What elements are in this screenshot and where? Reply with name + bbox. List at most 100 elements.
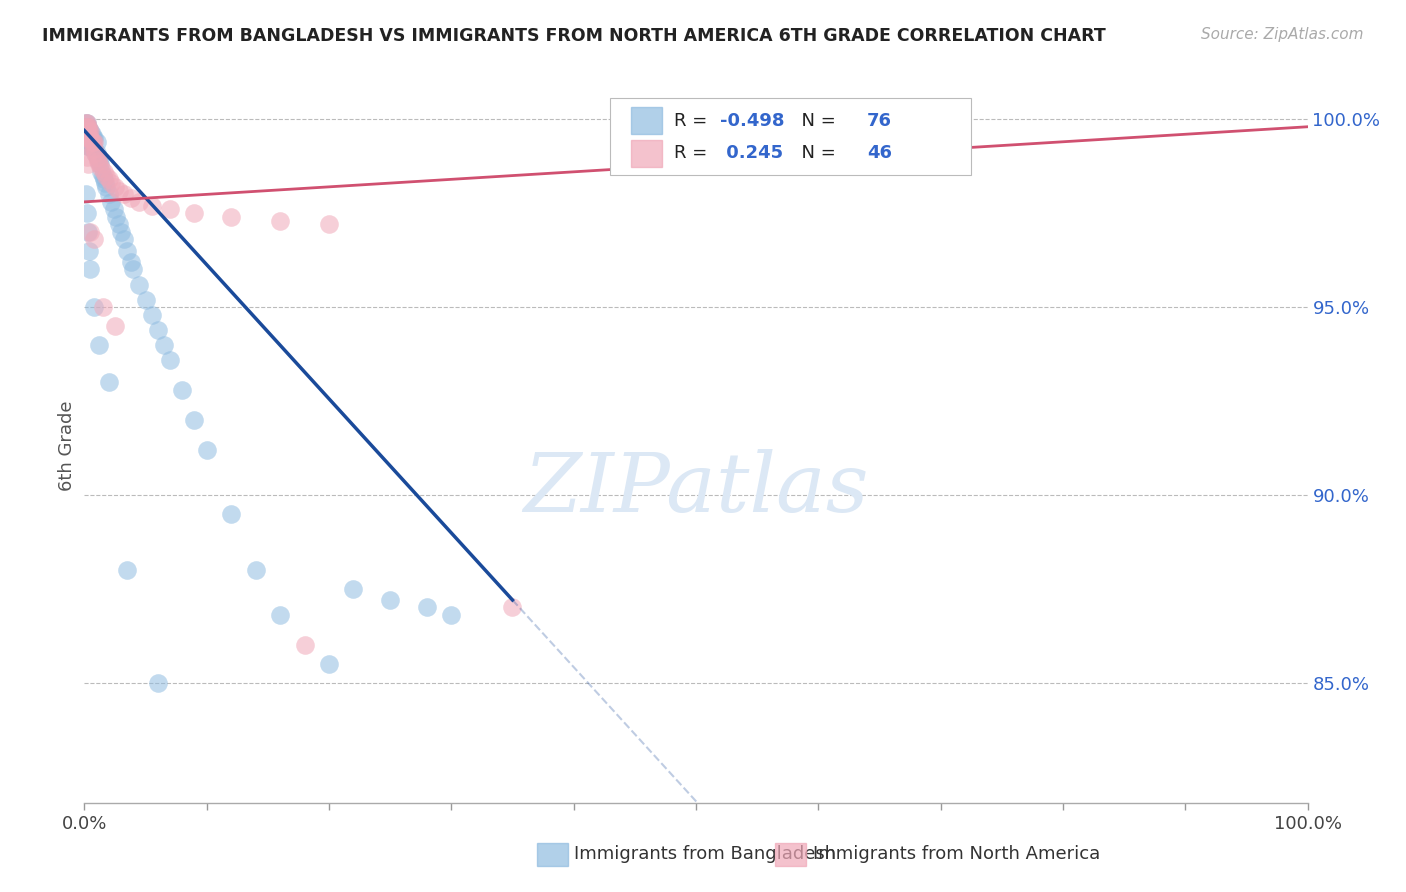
Point [100,194,122,209]
Point [91,169,114,183]
Point [112,232,135,246]
Point [87,337,110,351]
Text: Immigrants from Bangladesh: Immigrants from Bangladesh [574,846,835,863]
Point [112,187,135,202]
Point [75,116,97,130]
Point [86,135,108,149]
Point [77,123,100,137]
Point [83,131,105,145]
Point [76,120,98,134]
Point [83,142,105,156]
Point [80,135,103,149]
Point [76,116,98,130]
Point [77,131,100,145]
Point [141,199,163,213]
Bar [776,843,806,865]
Point [115,563,138,577]
Point [245,563,267,577]
Point [77,157,100,171]
Point [76,131,98,145]
Point [172,383,194,397]
Point [294,638,316,652]
Point [90,165,112,179]
Point [159,352,181,367]
Point [83,142,105,156]
Point [83,135,105,149]
Point [76,120,98,134]
Point [79,138,101,153]
Text: ZIPatlas: ZIPatlas [523,449,869,529]
Point [86,150,108,164]
Point [79,225,101,239]
Point [79,262,101,277]
Point [97,187,120,202]
Point [120,255,142,269]
Point [79,131,101,145]
Point [90,161,112,175]
Text: IMMIGRANTS FROM BANGLADESH VS IMMIGRANTS FROM NORTH AMERICA 6TH GRADE CORRELATIO: IMMIGRANTS FROM BANGLADESH VS IMMIGRANTS… [42,27,1107,45]
Point [380,593,402,607]
Point [82,135,104,149]
Point [104,318,127,333]
Point [77,123,100,137]
Point [83,300,105,314]
Text: R =: R = [673,112,713,130]
Point [219,210,242,224]
Point [86,146,108,161]
Point [75,123,97,137]
Point [416,600,439,615]
Point [94,176,117,190]
Point [100,176,122,190]
Text: N =: N = [790,112,842,130]
Text: -0.498: -0.498 [720,112,785,130]
Point [75,128,97,142]
Point [75,131,97,145]
Point [79,123,101,137]
Point [76,138,98,153]
Point [75,116,97,130]
Point [79,123,101,137]
Point [91,300,114,314]
Point [76,116,98,130]
Point [318,657,340,671]
Y-axis label: 6th Grade: 6th Grade [58,401,76,491]
Point [76,123,98,137]
Point [440,607,463,622]
Point [93,165,115,179]
FancyBboxPatch shape [610,98,972,175]
Text: 76: 76 [868,112,893,130]
Point [128,277,150,292]
Point [110,225,132,239]
Point [135,293,157,307]
Bar [631,107,662,135]
Point [79,131,101,145]
Point [107,218,129,232]
Point [87,153,110,168]
Point [146,675,169,690]
Point [87,157,110,171]
Point [87,150,110,164]
Point [82,138,104,153]
Point [77,225,100,239]
Point [159,202,181,217]
Point [77,135,100,149]
Point [141,308,163,322]
Point [122,262,145,277]
Point [76,128,98,142]
Point [97,172,120,186]
Point [183,413,205,427]
Bar [537,843,568,865]
Point [75,138,97,153]
Text: N =: N = [790,145,842,162]
Point [77,128,100,142]
Point [89,157,111,171]
Point [77,131,100,145]
Point [87,153,110,168]
Point [146,322,169,336]
Point [97,375,120,389]
Point [77,244,100,258]
Bar [631,139,662,167]
Point [318,218,340,232]
Point [84,146,107,161]
Point [195,442,218,457]
